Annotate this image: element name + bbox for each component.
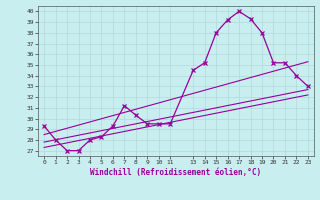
X-axis label: Windchill (Refroidissement éolien,°C): Windchill (Refroidissement éolien,°C) [91,168,261,177]
